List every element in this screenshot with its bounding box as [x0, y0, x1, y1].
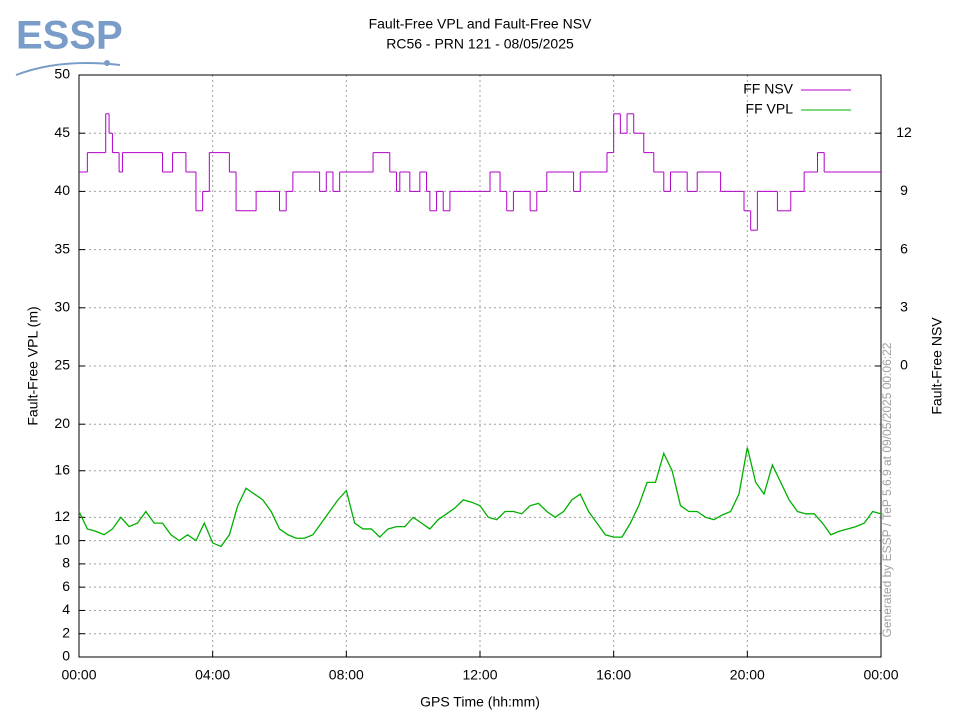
- y2-tick-label: 3: [900, 299, 908, 315]
- y-tick-label: 2: [62, 624, 70, 640]
- plot-frame: [78, 74, 882, 658]
- legend-label: FF VPL: [746, 101, 794, 117]
- x-axis-label: GPS Time (hh:mm): [420, 694, 540, 710]
- y-tick-label: 4: [62, 601, 70, 617]
- y-tick-label: 40: [54, 182, 70, 198]
- x-tick-label: 00:00: [863, 667, 898, 683]
- y2-tick-label: 6: [900, 240, 908, 256]
- x-tick-label: 04:00: [195, 667, 230, 683]
- x-tick-label: 12:00: [462, 667, 497, 683]
- y-tick-label: 50: [54, 66, 70, 82]
- series-line: [78, 447, 882, 548]
- y-tick-label: 0: [62, 648, 70, 664]
- y-tick-label: 16: [54, 461, 70, 477]
- y-axis-label: Fault-Free VPL (m): [25, 306, 41, 425]
- y-tick-label: 8: [62, 555, 70, 571]
- chart-subtitle: RC56 - PRN 121 - 08/05/2025: [386, 36, 574, 52]
- x-tick-label: 00:00: [61, 667, 96, 683]
- y-tick-label: 20: [54, 415, 70, 431]
- y2-axis-label: Fault-Free NSV: [929, 317, 945, 415]
- x-tick-label: 20:00: [730, 667, 765, 683]
- watermark: Generated by ESSP / TeP 5.6.9 at 09/05/2…: [880, 342, 894, 637]
- y-tick-label: 12: [54, 508, 70, 524]
- y-tick-label: 25: [54, 357, 70, 373]
- y-tick-label: 30: [54, 299, 70, 315]
- chart-title: Fault-Free VPL and Fault-Free NSV: [369, 16, 592, 32]
- x-tick-label: 08:00: [329, 667, 364, 683]
- y-tick-label: 35: [54, 240, 70, 256]
- x-tick-label: 16:00: [596, 667, 631, 683]
- logo-dot: [104, 60, 110, 66]
- legend-label: FF NSV: [743, 81, 793, 97]
- y-tick-label: 10: [54, 531, 70, 547]
- y2-tick-label: 0: [900, 357, 908, 373]
- y-tick-label: 6: [62, 578, 70, 594]
- y-tick-label: 45: [54, 124, 70, 140]
- y2-tick-label: 12: [896, 124, 912, 140]
- logo: ESSP: [16, 14, 123, 58]
- y2-tick-label: 9: [900, 182, 908, 198]
